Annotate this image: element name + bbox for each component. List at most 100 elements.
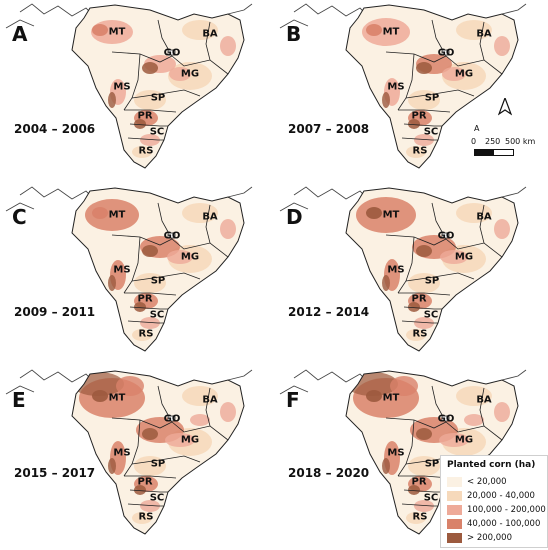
legend-swatch (447, 476, 462, 487)
state-label-sc: SC (423, 126, 439, 138)
panel-letter: A (12, 22, 28, 46)
state-label-rs: RS (412, 511, 428, 523)
panel-letter: C (12, 205, 27, 229)
state-label-ms: MS (113, 81, 131, 93)
state-label-ms: MS (113, 447, 131, 459)
state-label-go: GO (163, 47, 181, 59)
legend-label: 20,000 - 40,000 (467, 490, 535, 501)
panel-letter: F (286, 388, 300, 412)
state-label-rs: RS (138, 511, 154, 523)
state-label-sc: SC (149, 492, 165, 504)
state-label-go: GO (163, 413, 181, 425)
state-label-mg: MG (454, 434, 474, 446)
state-label-ba: BA (202, 28, 218, 40)
state-label-pr: PR (411, 293, 427, 305)
north-arrow-icon (497, 96, 513, 124)
state-label-ms: MS (113, 264, 131, 276)
panel-letter: E (12, 388, 26, 412)
state-label-mg: MG (454, 68, 474, 80)
state-label-sp: SP (424, 92, 440, 104)
state-label-rs: RS (412, 328, 428, 340)
state-label-sp: SP (150, 92, 166, 104)
map-legend: Planted corn (ha) < 20,000 20,000 - 40,00… (440, 455, 548, 548)
panel-years: 2007 – 2008 (288, 122, 370, 136)
state-label-ms: MS (387, 81, 405, 93)
state-label-ba: BA (476, 28, 492, 40)
state-label-pr: PR (411, 476, 427, 488)
state-label-go: GO (437, 47, 455, 59)
state-label-pr: PR (137, 110, 153, 122)
legend-swatch (447, 532, 462, 543)
state-label-go: GO (163, 230, 181, 242)
map-panel-b: B 2007 – 2008 MT GO BA MG MS SP PR SC RS (274, 0, 548, 183)
map-panel-e: E 2015 – 2017 MT GO BA MG MS SP PR SC RS (0, 366, 274, 549)
panel-years: 2015 – 2017 (14, 466, 96, 480)
state-label-ba: BA (476, 211, 492, 223)
panel-letter: B (286, 22, 302, 46)
legend-item: 40,000 - 100,000 (447, 518, 540, 529)
map-graphic (279, 3, 527, 169)
map-graphic (279, 369, 527, 535)
state-label-sc: SC (149, 309, 165, 321)
state-label-mg: MG (180, 434, 200, 446)
state-label-sp: SP (150, 275, 166, 287)
state-label-ms: MS (387, 447, 405, 459)
state-label-rs: RS (412, 145, 428, 157)
state-label-sc: SC (423, 309, 439, 321)
map-graphic (5, 3, 253, 169)
panel-years: 2018 – 2020 (288, 466, 370, 480)
map-graphic (5, 186, 253, 352)
legend-item: 100,000 - 200,000 (447, 504, 546, 515)
scale-zero-label: 0 (471, 137, 477, 146)
map-panel-f: F 2018 – 2020 MT GO BA MG MS SP PR SC RS (274, 366, 548, 549)
state-label-mt: MT (108, 26, 126, 38)
state-label-sp: SP (424, 458, 440, 470)
legend-swatch (447, 504, 462, 515)
panel-years: 2012 – 2014 (288, 305, 370, 319)
legend-swatch (447, 490, 462, 501)
state-label-sp: SP (424, 275, 440, 287)
legend-label: > 200,000 (467, 532, 512, 543)
state-label-ba: BA (202, 211, 218, 223)
north-arrow-letter: A (474, 124, 480, 133)
scale-mid-label: 250 (485, 137, 501, 146)
state-label-mg: MG (454, 251, 474, 263)
map-panel-c: C 2009 – 2011 MT GO BA MG MS SP PR SC RS (0, 183, 274, 366)
legend-item: < 20,000 (447, 476, 507, 487)
state-label-mt: MT (382, 392, 400, 404)
legend-title: Planted corn (ha) (447, 460, 536, 470)
state-label-mg: MG (180, 251, 200, 263)
map-graphic (279, 186, 527, 352)
state-label-go: GO (437, 413, 455, 425)
state-label-ba: BA (202, 394, 218, 406)
state-label-pr: PR (137, 476, 153, 488)
legend-label: < 20,000 (467, 476, 507, 487)
panel-letter: D (286, 205, 303, 229)
state-label-mt: MT (108, 392, 126, 404)
map-panel-a: A 2004 – 2006 MT GO BA MG MS SP PR SC RS (0, 0, 274, 183)
legend-swatch (447, 518, 462, 529)
scale-end-label: 500 km (505, 137, 536, 146)
state-label-mt: MT (382, 26, 400, 38)
state-label-sc: SC (423, 492, 439, 504)
state-label-sc: SC (149, 126, 165, 138)
state-label-pr: PR (137, 293, 153, 305)
state-label-sp: SP (150, 458, 166, 470)
state-label-mt: MT (382, 209, 400, 221)
legend-item: > 200,000 (447, 532, 512, 543)
panel-years: 2004 – 2006 (14, 122, 96, 136)
state-label-ba: BA (476, 394, 492, 406)
state-label-pr: PR (411, 110, 427, 122)
state-label-go: GO (437, 230, 455, 242)
map-graphic (5, 369, 253, 535)
state-label-mg: MG (180, 68, 200, 80)
state-label-ms: MS (387, 264, 405, 276)
map-panel-d: D 2012 – 2014 MT GO BA MG MS SP PR SC RS (274, 183, 548, 366)
scale-bar (474, 149, 514, 156)
legend-label: 40,000 - 100,000 (467, 518, 541, 529)
legend-label: 100,000 - 200,000 (467, 504, 546, 515)
legend-item: 20,000 - 40,000 (447, 490, 535, 501)
state-label-mt: MT (108, 209, 126, 221)
state-label-rs: RS (138, 328, 154, 340)
panel-years: 2009 – 2011 (14, 305, 96, 319)
